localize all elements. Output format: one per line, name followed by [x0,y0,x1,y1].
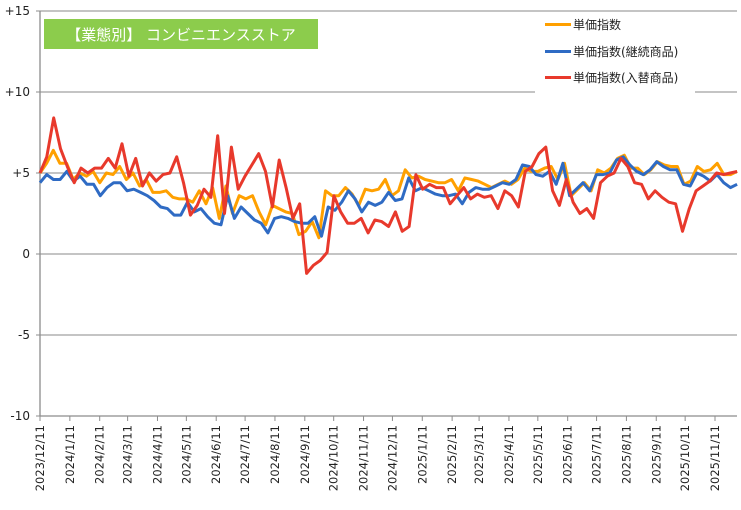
x-tick-label: 2025/8/11 [619,425,633,484]
series-lines [38,116,738,275]
x-tick-label: 2025/1/11 [415,425,429,484]
x-tick-label: 2023/12/11 [33,425,47,491]
x-tick-label: 2024/3/11 [121,425,135,484]
x-tick-label: 2024/12/11 [385,425,399,491]
y-tick-label: -5 [18,328,30,342]
legend-item-continuing-products: 単価指数(継続商品) [545,43,678,60]
x-tick-label: 2025/3/11 [472,425,486,484]
chart-title-text: 【業態別】 コンビニエンスストア [66,25,296,44]
x-tick-label: 2025/4/11 [502,425,516,484]
x-tick-label: 2024/10/11 [327,425,341,491]
y-axis: +15 +10 +5 0 -5 -10 [5,4,41,423]
x-tick-label: 2024/7/11 [238,425,252,484]
chart-title: 【業態別】 コンビニエンスストア [44,19,318,49]
y-tick-label: +15 [5,4,30,18]
x-tick-label: 2025/7/11 [590,425,604,484]
y-tick-label: +5 [12,166,30,180]
legend-swatch-blue [545,50,571,53]
x-tick-label: 2025/10/11 [678,425,692,491]
y-tick-label: 0 [22,247,30,261]
legend-swatch-orange [545,23,571,26]
x-tick-label: 2024/4/11 [150,425,164,484]
x-tick-label: 2025/11/11 [708,425,722,491]
legend-label: 単価指数(継続商品) [573,45,679,59]
legend: 単価指数 単価指数(継続商品) 単価指数(入替商品) [535,12,695,94]
x-tick-label: 2024/2/11 [93,425,107,484]
legend-item-replaced-products: 単価指数(入替商品) [545,69,678,86]
y-tick-label: -10 [10,409,30,423]
legend-label: 単価指数 [573,18,622,32]
x-tick-label: 2025/6/11 [561,425,575,484]
x-tick-label: 2024/9/11 [298,425,312,484]
x-tick-label: 2025/9/11 [649,425,663,484]
y-tick-label: +10 [5,85,30,99]
gridlines [40,10,737,417]
legend-item-unit-price-index: 単価指数 [545,16,621,33]
x-tick-label: 2025/5/11 [531,425,545,484]
x-tick-label: 2024/1/11 [63,425,77,484]
x-tick-label: 2025/2/11 [445,425,459,484]
x-tick-label: 2024/8/11 [268,425,282,484]
legend-label: 単価指数(入替商品) [573,71,679,85]
x-axis: 2023/12/11 2024/1/11 2024/2/11 2024/3/11 202… [33,416,722,491]
x-tick-label: 2024/5/11 [179,425,193,484]
series-line-2 [38,116,738,275]
x-tick-label: 2024/6/11 [209,425,223,484]
legend-swatch-red [545,76,571,79]
x-tick-label: 2024/11/11 [357,425,371,491]
